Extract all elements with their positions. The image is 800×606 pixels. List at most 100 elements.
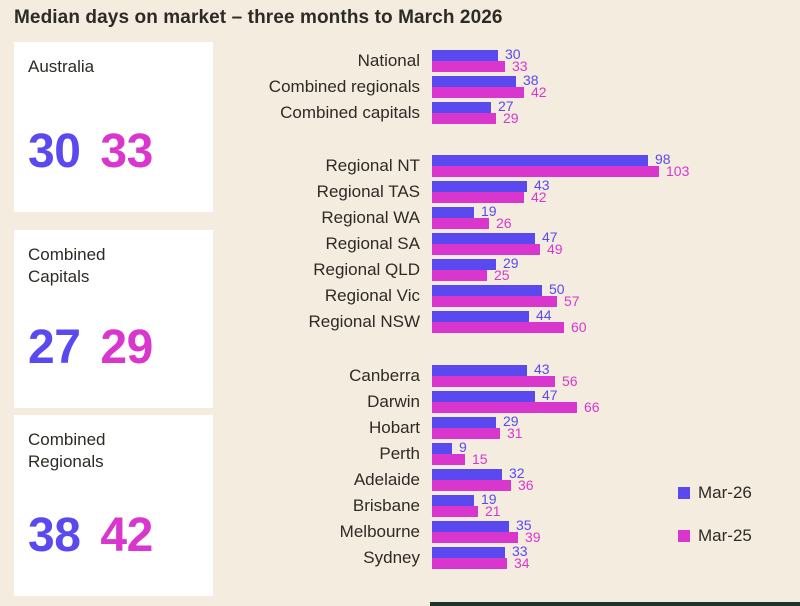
bar-mar26 — [432, 233, 535, 244]
bar-mar25 — [432, 192, 524, 203]
legend-item-mar26: Mar-26 — [678, 481, 752, 505]
bar-mar26 — [432, 469, 502, 480]
page-title: Median days on market – three months to … — [14, 7, 503, 28]
bar-row: Combined capitals 27 29 — [0, 98, 800, 126]
category-label: Perth — [379, 444, 420, 463]
value-label-mar25: 36 — [518, 477, 534, 493]
value-label-mar26: 19 — [481, 491, 497, 507]
value-label-mar25: 42 — [531, 84, 547, 100]
card-value-mar26: 27 — [28, 321, 81, 374]
bar-row: Regional SA 47 49 — [0, 230, 800, 257]
bar-mar25 — [432, 270, 487, 281]
bar-row: Regional NSW 44 60 — [0, 307, 800, 335]
bar-row: Perth 9 15 — [0, 440, 800, 466]
bar-mar26 — [432, 181, 527, 192]
value-label-mar26: 29 — [503, 413, 519, 429]
bar-mar25 — [432, 87, 524, 98]
bar-row: Combined regionals 38 42 — [0, 73, 800, 100]
bar-mar25 — [432, 402, 577, 413]
category-label: Melbourne — [339, 522, 420, 541]
bar-row: Regional WA 19 26 — [0, 204, 800, 231]
bar-row: Regional TAS 43 42 — [0, 177, 800, 205]
value-label-mar26: 44 — [536, 307, 552, 323]
legend-label-mar25: Mar-25 — [698, 526, 752, 545]
card-label: Australia — [28, 57, 95, 76]
bar-mar25 — [432, 506, 478, 517]
value-label-mar26: 43 — [534, 361, 550, 377]
value-label-mar26: 35 — [516, 517, 532, 533]
bar-mar25 — [432, 480, 511, 491]
bar-mar26 — [432, 102, 491, 113]
legend-swatch-mar26-icon — [678, 487, 690, 499]
bar-row: Adelaide 32 36 — [0, 466, 800, 493]
value-label-mar25: 26 — [496, 215, 512, 231]
bar-mar26 — [432, 521, 509, 532]
value-label-mar26: 50 — [549, 281, 565, 297]
bar-mar26 — [432, 417, 496, 428]
value-label-mar26: 27 — [498, 98, 514, 114]
category-label: Regional TAS — [316, 182, 420, 201]
card-values: 27 29 — [28, 324, 153, 372]
value-label-mar26: 47 — [542, 387, 558, 403]
bar-row: Regional Vic 50 57 — [0, 281, 800, 309]
value-label-mar25: 57 — [564, 293, 580, 309]
value-label-mar26: 98 — [655, 151, 671, 167]
bar-mar26 — [432, 259, 496, 270]
value-label-mar25: 56 — [562, 373, 578, 389]
bar-row: Hobart 29 31 — [0, 413, 800, 440]
bar-mar26 — [432, 365, 527, 376]
value-label-mar25: 103 — [666, 163, 690, 179]
bar-mar26 — [432, 155, 648, 166]
bar-row: National 30 33 — [0, 47, 800, 74]
value-label-mar25: 29 — [503, 110, 519, 126]
value-label-mar26: 29 — [503, 255, 519, 271]
card-value-mar25: 33 — [100, 125, 153, 178]
value-label-mar25: 49 — [547, 241, 563, 257]
bar-mar26 — [432, 76, 516, 87]
card-label: Combined Capitals — [28, 245, 106, 287]
bar-mar25 — [432, 428, 500, 439]
summary-card-combined-capitals: Combined Capitals 27 29 — [14, 230, 213, 408]
category-label: National — [357, 51, 420, 70]
value-label-mar25: 33 — [512, 58, 528, 74]
summary-card-combined-regionals: Combined Regionals 38 42 — [14, 415, 213, 596]
summary-card-australia: Australia 30 33 — [14, 42, 213, 212]
category-label: Canberra — [349, 366, 420, 385]
category-label: Sydney — [363, 548, 420, 567]
value-label-mar25: 39 — [525, 529, 541, 545]
bar-row: Regional QLD 29 25 — [0, 255, 800, 283]
bar-mar25 — [432, 322, 564, 333]
category-label: Hobart — [368, 418, 420, 437]
category-label: Regional SA — [325, 234, 420, 253]
value-label-mar25: 60 — [571, 319, 587, 335]
card-label: Combined Regionals — [28, 430, 106, 472]
category-label: Adelaide — [353, 470, 420, 489]
category-label: Darwin — [367, 392, 420, 411]
card-value-mar25: 29 — [100, 321, 153, 374]
value-label-mar26: 43 — [534, 177, 550, 193]
bar-mar26 — [432, 311, 529, 322]
value-label-mar26: 33 — [512, 543, 528, 559]
category-label: Combined capitals — [280, 103, 420, 122]
category-label: Regional NT — [325, 156, 421, 175]
bar-mar25 — [432, 532, 518, 543]
card-value-mar26: 30 — [28, 125, 81, 178]
bar-mar26 — [432, 443, 452, 454]
bar-mar25 — [432, 218, 489, 229]
footer-strip — [430, 602, 800, 606]
bar-mar25 — [432, 166, 659, 177]
card-values: 30 33 — [28, 128, 153, 176]
category-label: Regional QLD — [313, 260, 420, 279]
bar-mar26 — [432, 391, 535, 402]
value-label-mar25: 42 — [531, 189, 547, 205]
bar-row: Sydney 33 34 — [0, 543, 800, 570]
category-label: Regional NSW — [308, 312, 421, 331]
category-label: Combined regionals — [268, 77, 420, 96]
bar-mar25 — [432, 244, 540, 255]
card-values: 38 42 — [28, 512, 153, 560]
category-label: Brisbane — [352, 496, 420, 515]
bar-mar25 — [432, 376, 555, 387]
value-label-mar25: 25 — [494, 267, 510, 283]
